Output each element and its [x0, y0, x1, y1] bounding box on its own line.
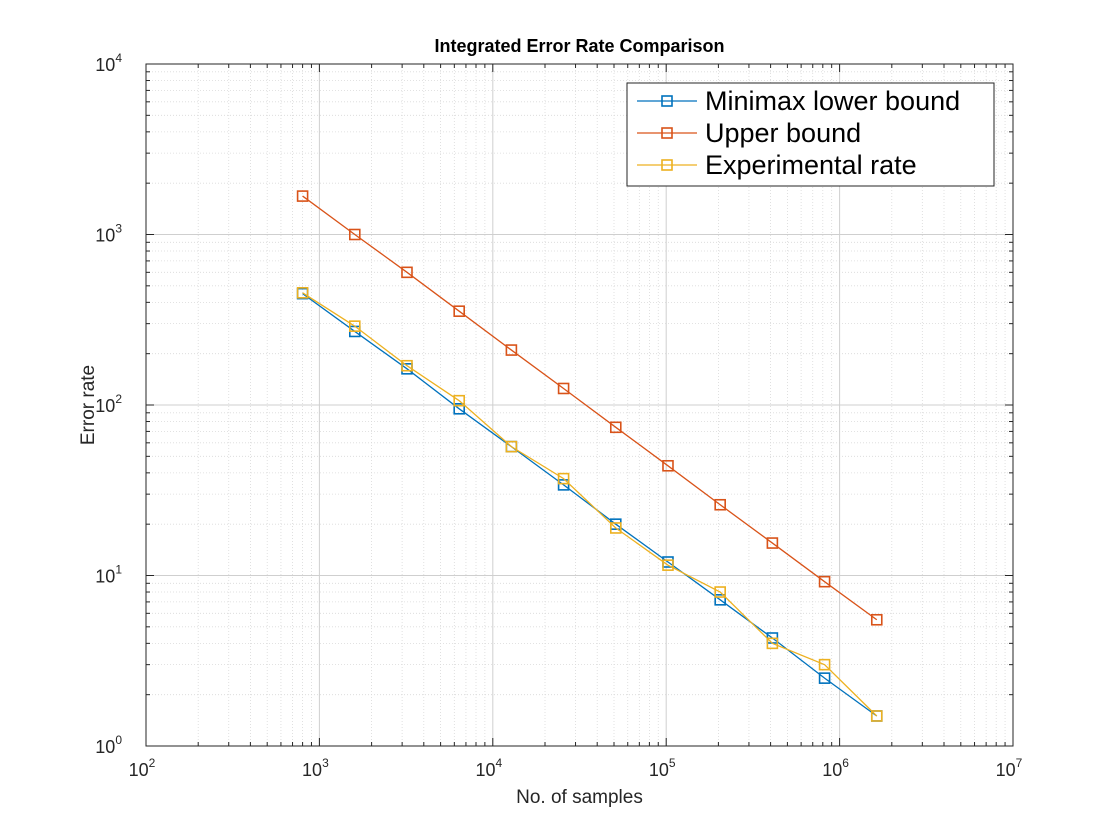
- minor-grid: [146, 64, 1013, 746]
- data-point: [714, 498, 726, 511]
- x-axis-label: No. of samples: [516, 787, 643, 808]
- data-point: [453, 305, 465, 317]
- series-upper-bound: [296, 190, 883, 626]
- data-point: [453, 394, 465, 407]
- legend-label: Experimental rate: [705, 150, 917, 180]
- x-tick-label: 105: [649, 756, 676, 780]
- data-point: [505, 440, 518, 453]
- data-point: [557, 472, 570, 485]
- data-point: [870, 613, 883, 626]
- data-point: [609, 421, 622, 434]
- y-axis-label: Error rate: [78, 365, 99, 445]
- x-tick-label: 102: [129, 756, 156, 780]
- y-tick-label: 102: [95, 392, 122, 416]
- legend-marker: [661, 159, 673, 171]
- data-point: [662, 459, 674, 472]
- data-point: [609, 522, 622, 534]
- data-point: [557, 479, 570, 491]
- data-point: [348, 228, 361, 241]
- data-point: [348, 320, 361, 332]
- y-tick-label: 104: [95, 51, 122, 75]
- data-point: [766, 637, 779, 650]
- x-tick-label: 104: [475, 756, 502, 780]
- data-point: [296, 287, 309, 299]
- y-tick-label: 100: [95, 733, 122, 757]
- series-line-experimental-rate: [302, 292, 878, 717]
- legend-label: Upper bound: [705, 118, 861, 148]
- data-point: [662, 559, 674, 571]
- data-point: [296, 190, 309, 202]
- data-point: [557, 382, 570, 395]
- axis-ticks: [145, 63, 1014, 747]
- chart-title: Integrated Error Rate Comparison: [434, 36, 724, 56]
- x-tick-label: 107: [996, 756, 1023, 780]
- data-point: [401, 359, 413, 372]
- y-tick-labels: 100 101 102 103 104: [95, 51, 122, 757]
- series-experimental-rate: [296, 287, 883, 722]
- y-tick-label: 101: [95, 563, 122, 587]
- data-point: [714, 586, 726, 598]
- data-point: [505, 344, 518, 356]
- x-tick-label: 103: [302, 756, 329, 780]
- data-point: [870, 710, 883, 722]
- data-point: [818, 672, 831, 684]
- data-point: [818, 575, 831, 588]
- data-point: [818, 658, 831, 671]
- series-layer: [296, 190, 883, 722]
- data-point: [766, 537, 779, 549]
- data-point: [714, 594, 726, 606]
- x-tick-label: 106: [822, 756, 849, 780]
- legend-marker: [661, 95, 673, 107]
- series-line-upper-bound: [302, 195, 878, 621]
- x-tick-labels: 102 103 104 105 106 107: [129, 756, 1023, 780]
- series-line-minimax-lower-bound: [302, 293, 878, 717]
- y-tick-label: 103: [95, 222, 122, 246]
- data-point: [401, 266, 413, 279]
- legend-box: [626, 82, 995, 187]
- legend-marker: [661, 127, 673, 139]
- data-point: [453, 402, 465, 415]
- legend-label: Minimax lower bound: [705, 86, 960, 116]
